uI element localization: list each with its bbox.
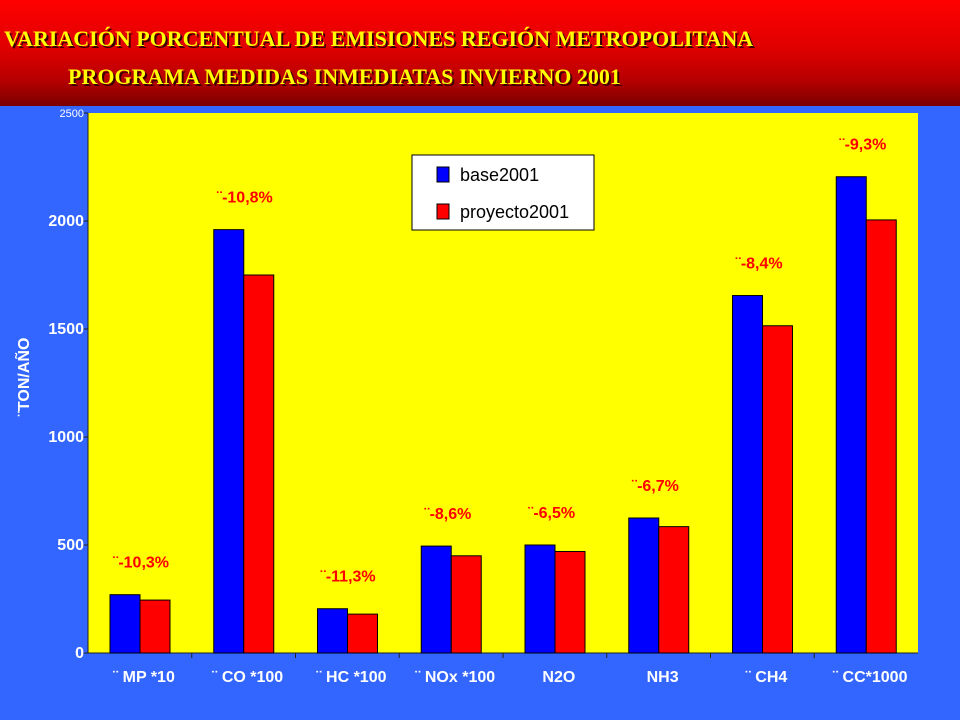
y-tick-label: 2000 — [48, 213, 84, 230]
percent-change-label: ¨-10,3% — [113, 555, 169, 572]
bars — [109, 176, 897, 654]
bar-proyecto2001 — [865, 219, 897, 654]
bar-base2001 — [420, 545, 452, 654]
y-tick-label: 500 — [57, 537, 84, 554]
x-tick-label: ¨ CO *100 — [212, 669, 283, 686]
legend-label-proyecto2001: proyecto2001 — [460, 202, 569, 222]
bar-base2001 — [835, 176, 867, 654]
chart-subtitle: PROGRAMA MEDIDAS INMEDIATAS INVIERNO 200… — [68, 64, 621, 89]
y-tick-label: 1000 — [48, 429, 84, 446]
x-tick-label: ¨ CH4 — [745, 669, 787, 686]
x-tick-label: ¨ NOx *100 — [415, 669, 495, 686]
x-tick-label: ¨ HC *100 — [316, 669, 386, 686]
percent-change-label: ¨-8,4% — [736, 256, 783, 273]
y-ticks: 0 500 1000 1500 2000 2500 — [48, 108, 88, 662]
x-tick-labels: ¨ MP *10 ¨ CO *100 ¨ HC *100 ¨ NOx *100 N2O N… — [113, 653, 908, 686]
bar-proyecto2001 — [554, 550, 586, 654]
bar-base2001 — [317, 608, 348, 654]
bar-base2001 — [213, 229, 245, 654]
percent-labels: ¨-10,3% ¨-10,8% ¨-11,3% ¨-8,6% ¨-6,5% ¨-6,7% ¨… — [113, 137, 886, 586]
x-tick-label: ¨ MP *10 — [113, 669, 175, 686]
legend-label-base2001: base2001 — [460, 165, 539, 185]
y-axis-label: ¨TON/AÑO — [13, 338, 33, 417]
percent-change-label: ¨-11,3% — [321, 569, 376, 586]
percent-change-label: ¨-6,5% — [528, 505, 575, 522]
percent-change-label: ¨-9,3% — [839, 137, 886, 154]
x-tick-label: NH3 — [647, 669, 679, 686]
title-banner: VARIACIÓN PORCENTUAL DE EMISIONES REGIÓN… — [0, 0, 960, 106]
legend: base2001 proyecto2001 — [411, 154, 595, 231]
y-tick-label: 1500 — [48, 321, 84, 338]
x-tick-label: ¨ CC*1000 — [833, 669, 908, 686]
percent-change-label: ¨-10,8% — [217, 190, 273, 207]
percent-change-label: ¨-6,7% — [632, 478, 679, 495]
bar-base2001 — [628, 517, 660, 654]
y-tick-label: 2500 — [60, 108, 84, 120]
chart-title: VARIACIÓN PORCENTUAL DE EMISIONES REGIÓN… — [4, 26, 754, 51]
bar-proyecto2001 — [347, 613, 378, 654]
bar-base2001 — [732, 295, 763, 654]
bar-proyecto2001 — [658, 526, 690, 654]
bar-proyecto2001 — [139, 599, 171, 654]
y-tick-label: 0 — [75, 645, 84, 662]
bar-base2001 — [524, 544, 556, 654]
bar-proyecto2001 — [450, 555, 482, 654]
legend-swatch-base2001 — [436, 166, 450, 183]
bar-base2001 — [109, 594, 141, 654]
bar-proyecto2001 — [243, 274, 275, 654]
bar-proyecto2001 — [762, 325, 793, 654]
x-tick-label: N2O — [542, 669, 575, 686]
legend-swatch-proyecto2001 — [436, 203, 450, 220]
percent-change-label: ¨-8,6% — [424, 506, 471, 523]
